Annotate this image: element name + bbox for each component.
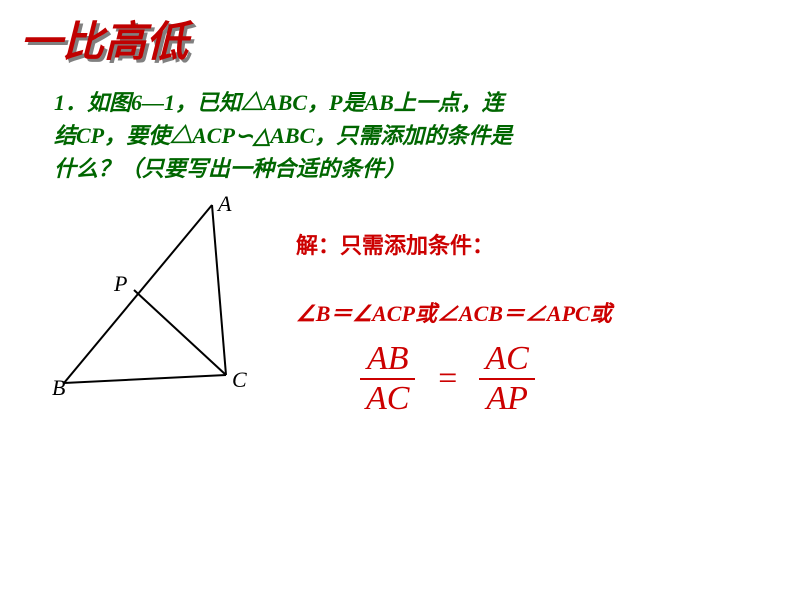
- frac-den-1: AC: [360, 378, 415, 418]
- page-heading: 一比高低: [20, 8, 188, 69]
- problem-line-3: 什么？（只要写出一种合适的条件）: [54, 152, 512, 185]
- solution-label-text: 解：只需添加条件：: [296, 233, 494, 258]
- vertex-label-b: B: [52, 375, 65, 401]
- condition-content: ∠B＝∠ACP或∠ACB＝∠APC或: [296, 301, 612, 326]
- heading-text: 一比高低: [20, 20, 188, 66]
- problem-line-1: 1．如图6—1，已知△ABC，P是AB上一点，连: [54, 86, 512, 119]
- solution-label: 解：只需添加条件：: [296, 228, 494, 260]
- problem-text: 1．如图6—1，已知△ABC，P是AB上一点，连 结CP，要使△ACP∽△ABC…: [54, 86, 512, 185]
- frac-num-2: AC: [479, 340, 534, 378]
- vertex-label-p: P: [114, 271, 127, 297]
- equation: AB AC = AC AP: [360, 340, 535, 418]
- fraction-right: AC AP: [479, 340, 534, 418]
- triangle-svg: [54, 195, 254, 395]
- vertex-label-c: C: [232, 367, 247, 393]
- equals-sign: =: [424, 360, 471, 398]
- problem-line-2: 结CP，要使△ACP∽△ABC，只需添加的条件是: [54, 119, 512, 152]
- frac-num-1: AB: [360, 340, 415, 378]
- frac-den-2: AP: [479, 378, 534, 418]
- fraction-left: AB AC: [360, 340, 415, 418]
- vertex-label-a: A: [218, 191, 231, 217]
- condition-text: ∠B＝∠ACP或∠ACB＝∠APC或: [296, 296, 612, 328]
- triangle-diagram: A B C P: [54, 195, 254, 395]
